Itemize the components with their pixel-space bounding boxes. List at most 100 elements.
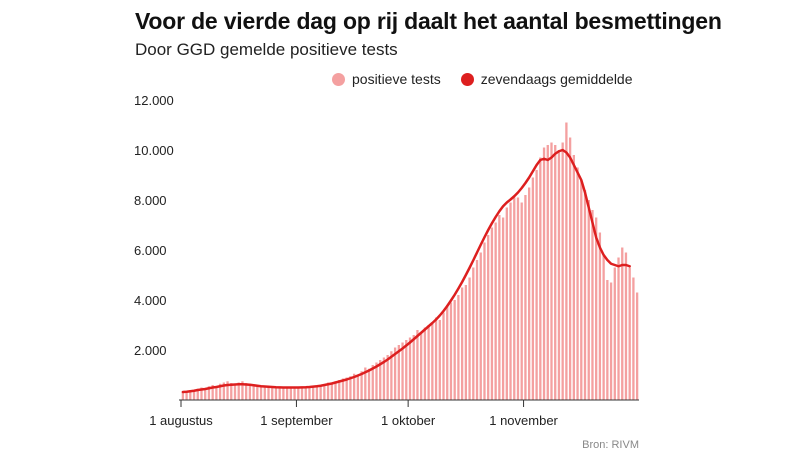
bar: [304, 387, 307, 400]
bar: [449, 302, 453, 400]
bar: [595, 217, 598, 400]
bar: [442, 312, 445, 400]
y-tick-label: 10.000: [134, 143, 174, 158]
bar: [237, 382, 240, 400]
bar: [338, 380, 341, 400]
bar: [598, 232, 602, 400]
bar: [528, 187, 531, 400]
source-note: Bron: RIVM: [582, 439, 639, 451]
bar: [542, 147, 546, 400]
bar: [453, 300, 456, 400]
bar: [271, 388, 274, 400]
bar: [405, 340, 408, 400]
bar: [248, 384, 252, 400]
bar: [475, 260, 479, 400]
bar: [539, 157, 542, 400]
chart-subtitle: Door GGD gemelde positieve tests: [135, 40, 398, 59]
bar: [490, 227, 494, 400]
bar: [326, 382, 330, 400]
bar: [580, 180, 583, 400]
bar: [319, 385, 322, 400]
y-tick-label: 8.000: [134, 193, 167, 208]
legend-swatch-line: [460, 72, 474, 86]
bar: [397, 345, 400, 400]
bar: [524, 195, 527, 400]
average-line: [181, 148, 631, 394]
bar: [602, 255, 605, 400]
bar: [341, 378, 345, 400]
bar: [420, 332, 423, 400]
bar: [606, 280, 609, 400]
bar: [494, 222, 497, 400]
legend-swatch-bars: [332, 72, 345, 86]
bar: [315, 385, 319, 400]
bar: [289, 387, 292, 400]
bar: [349, 376, 352, 400]
bar: [587, 200, 590, 400]
bar: [215, 387, 218, 400]
bar: [379, 360, 382, 400]
bar: [364, 367, 367, 400]
bar: [446, 305, 449, 400]
bar: [393, 347, 397, 400]
bar: [550, 142, 553, 400]
bar: [382, 357, 386, 400]
bar: [412, 335, 415, 400]
x-tick-label: 1 september: [260, 413, 333, 428]
x-tick-label: 1 november: [489, 413, 558, 428]
bar: [572, 155, 575, 400]
bar: [263, 387, 266, 400]
bar: [509, 202, 512, 400]
bar: [427, 325, 430, 400]
bar: [565, 122, 568, 400]
bar: [498, 215, 501, 400]
bar: [568, 137, 572, 400]
bar: [211, 385, 214, 400]
bar: [274, 387, 278, 400]
legend: positieve tests zevendaags gemiddelde: [332, 71, 653, 87]
bar: [360, 371, 363, 400]
bar: [297, 388, 300, 400]
bar: [312, 386, 315, 400]
bar: [591, 210, 594, 400]
bar: [438, 320, 441, 400]
bar: [293, 387, 296, 400]
bar: [375, 362, 378, 400]
bar: [192, 390, 196, 400]
bar: [241, 381, 244, 400]
bar: [554, 145, 557, 400]
bar: [628, 267, 631, 400]
bar-series: [181, 122, 639, 400]
bar: [256, 386, 259, 400]
bar: [252, 385, 255, 400]
bar: [245, 383, 248, 400]
bar: [371, 365, 374, 400]
bar: [609, 282, 613, 400]
bar: [352, 373, 356, 400]
legend-label-bars: positieve tests: [352, 71, 441, 87]
bar: [308, 386, 311, 400]
y-tick-label: 12.000: [134, 93, 174, 108]
bar: [196, 388, 199, 400]
bar: [431, 322, 434, 400]
y-tick-label: 4.000: [134, 293, 167, 308]
bar: [181, 392, 185, 400]
bar: [401, 342, 404, 400]
bar: [278, 388, 281, 400]
bar: [330, 383, 333, 400]
bar: [386, 355, 389, 400]
bar: [204, 388, 207, 400]
bar: [345, 377, 348, 400]
bar: [367, 368, 371, 400]
bar: [617, 257, 620, 400]
bar: [423, 327, 427, 400]
bar: [513, 197, 516, 400]
bar: [632, 277, 635, 400]
x-axis: 1 augustus 1 september 1 oktober 1 november: [149, 399, 639, 428]
bar: [282, 388, 285, 400]
bar: [334, 381, 337, 400]
bar: [561, 142, 564, 400]
bar: [323, 384, 326, 400]
bar: [218, 383, 222, 400]
